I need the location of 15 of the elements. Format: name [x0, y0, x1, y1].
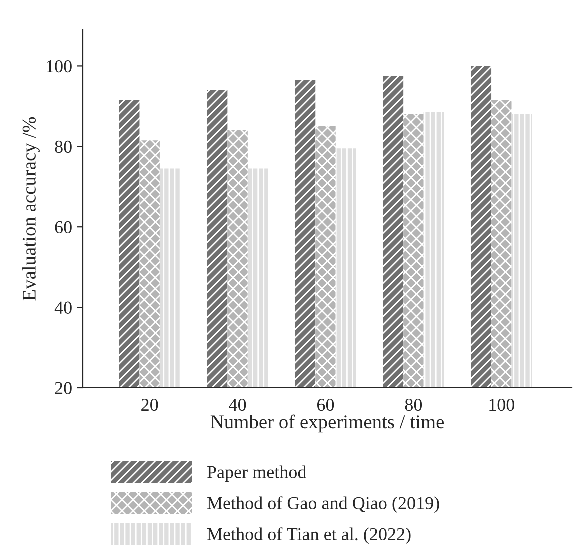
y-tick-label: 80	[55, 140, 72, 154]
y-tick-label: 100	[47, 60, 72, 73]
x-tick-label: 20	[142, 398, 158, 412]
y-tick-label: 20	[55, 382, 72, 394]
y-tick-label: 40	[54, 302, 72, 314]
y-tick-label: 60	[55, 221, 72, 234]
x-tick-label: 60	[317, 398, 334, 412]
legend-label: Method of Gao and Qiao (2019)	[207, 496, 440, 514]
x-axis-title: Number of experiments / time	[210, 414, 444, 433]
y-axis-title: Evaluation accuracy /%	[22, 117, 40, 301]
x-tick-label: 100	[490, 398, 514, 412]
legend-label: Method of Tian et al. (2022)	[207, 528, 411, 544]
x-tick-label: 40	[229, 398, 246, 412]
legend-label: Paper method	[207, 466, 307, 482]
x-tick-label: 80	[405, 398, 422, 412]
